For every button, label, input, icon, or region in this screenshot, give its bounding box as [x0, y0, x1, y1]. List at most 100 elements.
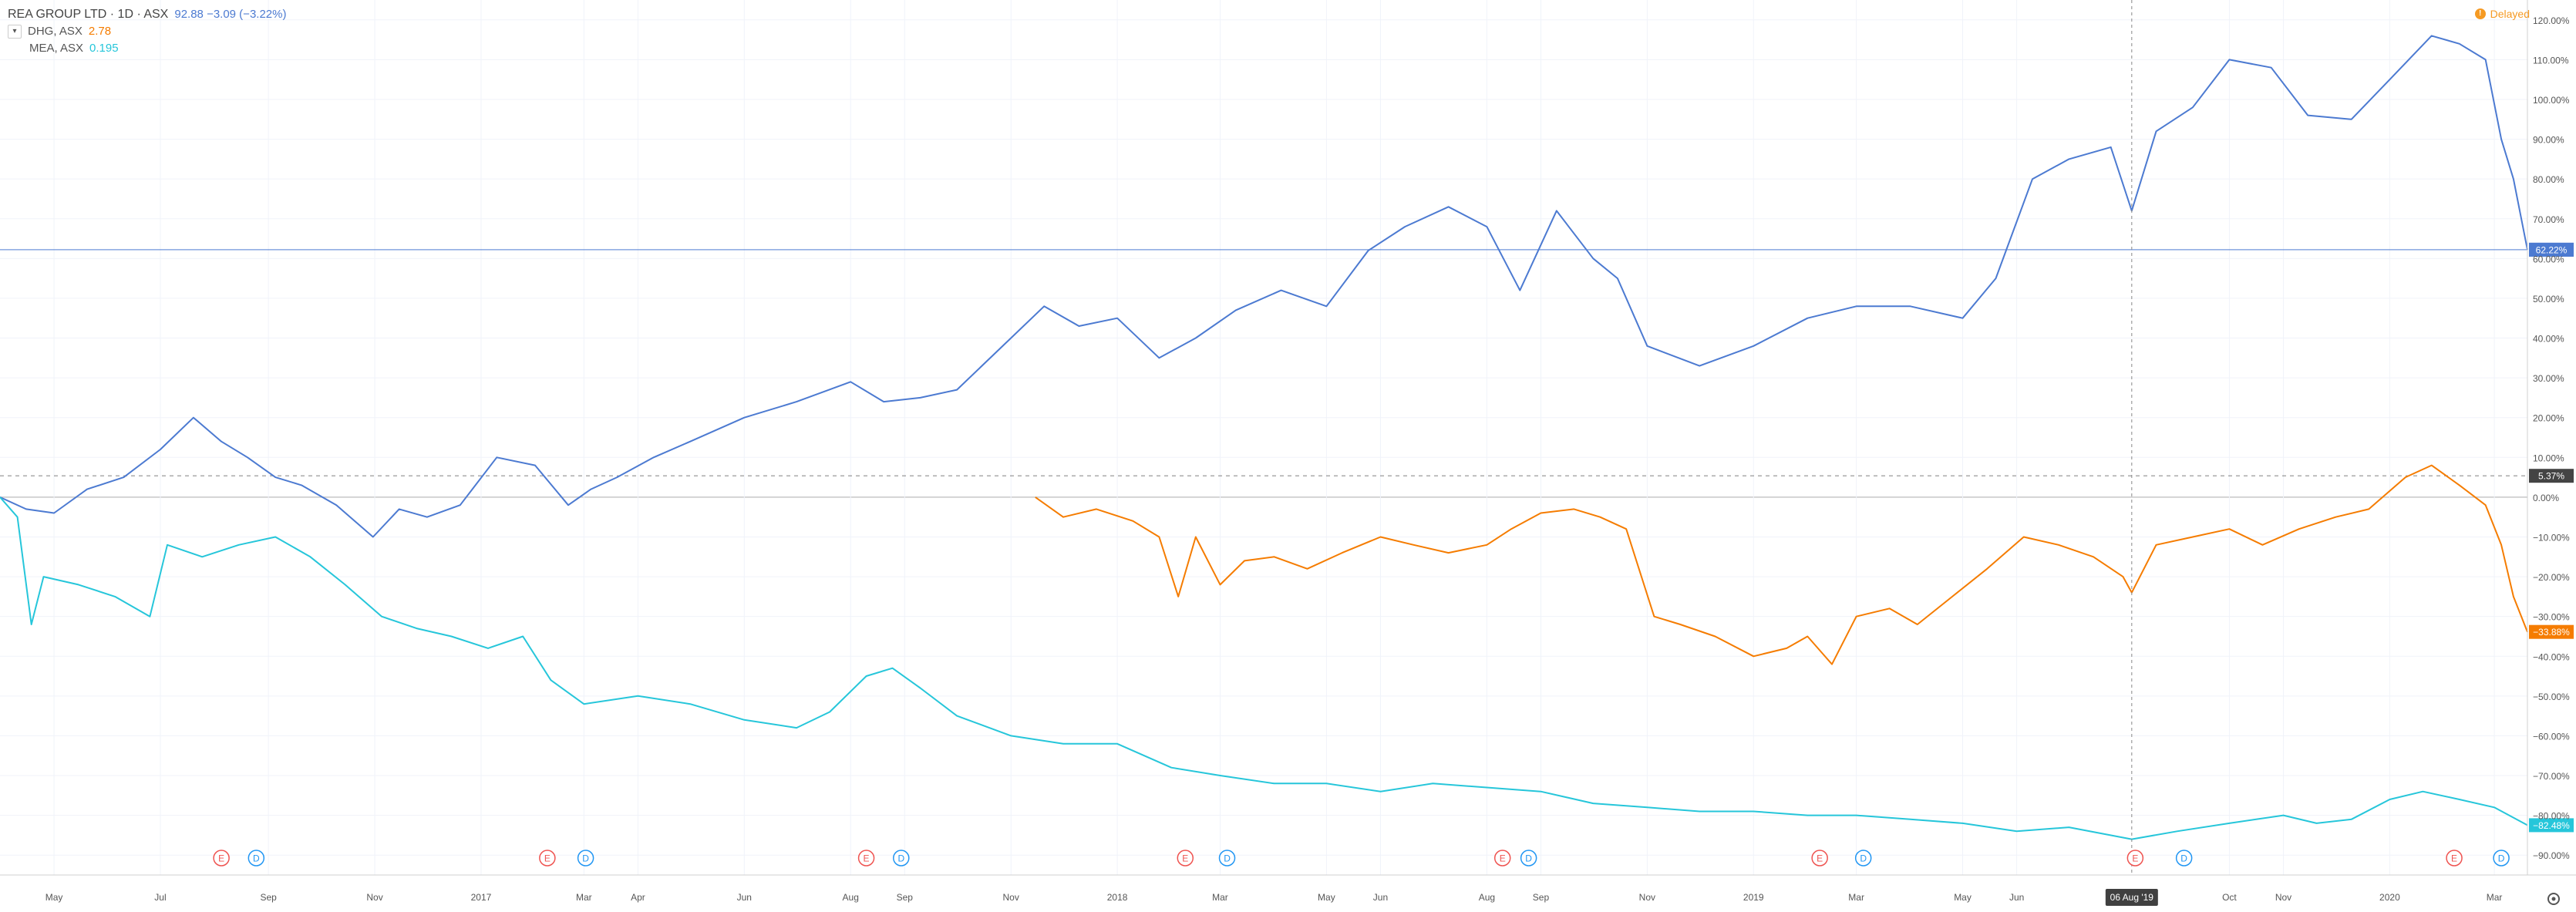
- x-tick-label: Jun: [737, 892, 752, 903]
- series-last-value-bg: [2529, 818, 2574, 833]
- clock-icon: !: [2474, 8, 2486, 19]
- compare-value: 0.195: [89, 42, 119, 55]
- y-tick-label: −60.00%: [2533, 731, 2570, 742]
- symbol-value: 92.88 −3.09 (−3.22%): [174, 8, 287, 21]
- x-tick-label: Mar: [576, 892, 592, 903]
- y-tick-label: 100.00%: [2533, 95, 2570, 106]
- y-tick-label: 80.00%: [2533, 174, 2564, 185]
- svg-text:D: D: [2180, 853, 2187, 864]
- symbol-title[interactable]: REA GROUP LTD · 1D · ASX: [8, 8, 169, 21]
- dividend-marker[interactable]: D: [1520, 850, 1537, 867]
- y-axis: 120.00% 110.00% 100.00% 90.00% 80.00% 70.00% 6…: [2527, 0, 2570, 875]
- dividend-marker[interactable]: D: [2175, 850, 2193, 867]
- x-tick-label: 2020: [2379, 892, 2400, 903]
- compare-name: DHG, ASX: [28, 25, 82, 38]
- dividend-marker[interactable]: D: [577, 850, 594, 867]
- y-tick-label: 40.00%: [2533, 334, 2564, 345]
- chevron-down-icon[interactable]: ▾: [8, 25, 22, 39]
- x-tick-label: Mar: [1848, 892, 1864, 903]
- earnings-marker[interactable]: E: [2126, 850, 2144, 867]
- legend: REA GROUP LTD · 1D · ASX 92.88 −3.09 (−3…: [8, 6, 286, 57]
- y-tick-label: 50.00%: [2533, 294, 2564, 305]
- x-tick-label: Nov: [2275, 892, 2291, 903]
- crosshair-date-label: 06 Aug '19: [2110, 892, 2154, 903]
- y-tick-label: 70.00%: [2533, 214, 2564, 225]
- earnings-marker[interactable]: E: [2446, 850, 2463, 867]
- x-tick-label: Nov: [1003, 892, 1019, 903]
- x-tick-label: Sep: [1533, 892, 1550, 903]
- reference-line-label: 5.37%: [2538, 471, 2564, 482]
- crosshair: 06 Aug '19: [2105, 0, 2158, 906]
- x-tick-label: May: [45, 892, 63, 903]
- svg-text:D: D: [582, 853, 589, 864]
- dividend-marker[interactable]: D: [1854, 850, 1872, 867]
- x-tick-label: Oct: [2222, 892, 2237, 903]
- dividend-marker[interactable]: D: [2493, 850, 2510, 867]
- svg-text:E: E: [864, 853, 870, 864]
- y-tick-label: −20.00%: [2533, 572, 2570, 583]
- y-tick-label: 30.00%: [2533, 373, 2564, 384]
- y-tick-label: −40.00%: [2533, 651, 2570, 662]
- compare-value: 2.78: [88, 25, 112, 38]
- x-tick-label: Jun: [1373, 892, 1388, 903]
- x-tick-label: Aug: [1479, 892, 1495, 903]
- svg-text:E: E: [1817, 853, 1823, 864]
- y-tick-label: −90.00%: [2533, 850, 2570, 861]
- series-last-value-label: −82.48%: [2533, 820, 2570, 831]
- series-last-value-bg: [2529, 242, 2574, 257]
- x-tick-label: Nov: [366, 892, 382, 903]
- y-tick-label: 10.00%: [2533, 453, 2564, 463]
- delayed-badge[interactable]: ! Delayed: [2474, 8, 2530, 20]
- compare-name: MEA, ASX: [29, 42, 84, 55]
- series-last-value-bg: [2529, 624, 2574, 639]
- x-tick-label: Mar: [1212, 892, 1228, 903]
- x-tick-label: Apr: [631, 892, 645, 903]
- x-tick-label: May: [1318, 892, 1335, 903]
- x-tick-label: Mar: [2487, 892, 2503, 903]
- earnings-marker[interactable]: E: [1177, 850, 1194, 867]
- y-tick-label: 0.00%: [2533, 493, 2559, 503]
- svg-text:D: D: [1525, 853, 1532, 864]
- reference-line-label-bg: [2529, 469, 2574, 483]
- earnings-marker[interactable]: E: [1493, 850, 1511, 867]
- series-line-1[interactable]: [1035, 464, 2528, 665]
- svg-text:E: E: [2451, 853, 2457, 864]
- dividend-marker[interactable]: D: [893, 850, 910, 867]
- x-tick-label: 2018: [1107, 892, 1128, 903]
- x-tick-label: 2019: [1743, 892, 1764, 903]
- series-last-value-label: −33.88%: [2533, 627, 2570, 638]
- dividend-marker[interactable]: D: [1218, 850, 1236, 867]
- earnings-marker[interactable]: E: [1811, 850, 1828, 867]
- series-last-value-label: 62.22%: [2536, 244, 2568, 255]
- y-tick-label: 90.00%: [2533, 135, 2564, 146]
- legend-compare-dhg[interactable]: ▾ DHG, ASX 2.78: [8, 23, 286, 40]
- x-tick-label: Sep: [897, 892, 914, 903]
- earnings-marker[interactable]: E: [213, 850, 230, 867]
- series-line-0[interactable]: [0, 35, 2528, 538]
- x-tick-label: Sep: [260, 892, 277, 903]
- y-tick-label: −30.00%: [2533, 612, 2570, 623]
- earnings-marker[interactable]: E: [857, 850, 875, 867]
- svg-text:D: D: [2498, 853, 2505, 864]
- x-tick-label: Jul: [154, 892, 166, 903]
- svg-text:E: E: [1182, 853, 1188, 864]
- y-tick-label: 60.00%: [2533, 254, 2564, 264]
- legend-main: REA GROUP LTD · 1D · ASX 92.88 −3.09 (−3…: [8, 6, 286, 23]
- svg-text:E: E: [1500, 853, 1506, 864]
- gear-icon[interactable]: [2547, 893, 2560, 905]
- legend-compare-mea[interactable]: MEA, ASX 0.195: [8, 40, 286, 57]
- y-tick-label: 120.00%: [2533, 15, 2570, 26]
- svg-text:D: D: [897, 853, 904, 864]
- y-tick-label: 110.00%: [2533, 55, 2569, 66]
- grid: [0, 0, 2527, 875]
- dividend-marker[interactable]: D: [247, 850, 265, 867]
- y-tick-label: −70.00%: [2533, 771, 2570, 782]
- earnings-marker[interactable]: E: [539, 850, 556, 867]
- y-tick-label: −10.00%: [2533, 532, 2570, 543]
- x-tick-label: 2017: [471, 892, 492, 903]
- crosshair-date-bg: [2105, 889, 2158, 906]
- svg-text:D: D: [1860, 853, 1867, 864]
- svg-text:E: E: [2132, 853, 2138, 864]
